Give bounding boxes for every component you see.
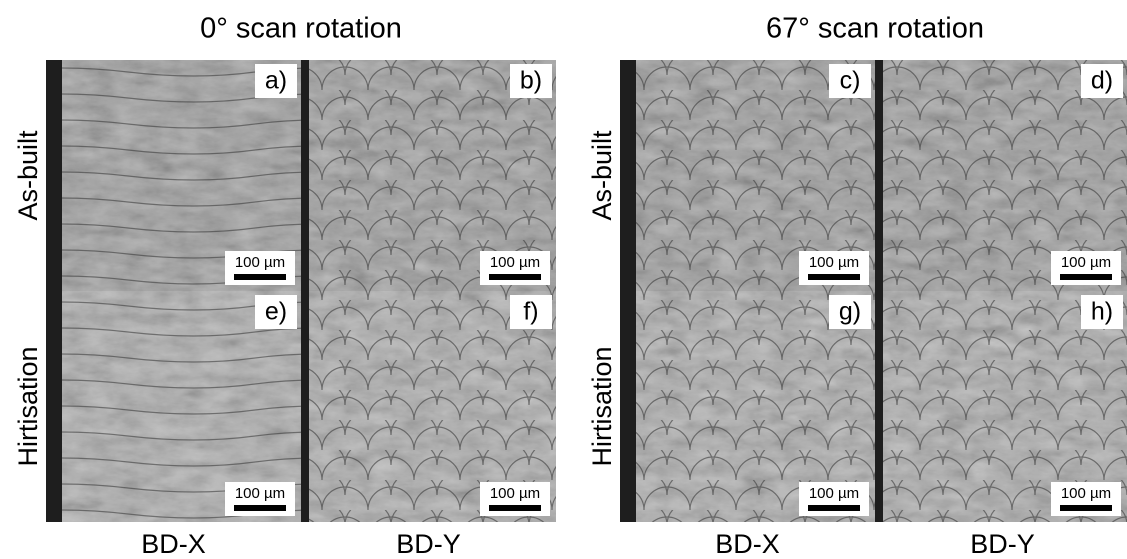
scale-bar (234, 274, 286, 280)
column-label: BD-X (141, 529, 206, 559)
panel-label: e) (265, 298, 287, 326)
column-label: BD-X (715, 529, 780, 559)
panel-label: b) (520, 67, 542, 95)
panel-label: c) (840, 67, 861, 95)
scale-bar-label: 100 µm (809, 485, 859, 502)
row-label: Hirtisation (587, 346, 617, 466)
panel-label: h) (1091, 298, 1113, 326)
row-label: Hirtisation (13, 346, 43, 466)
micrograph-panel: h) 100 µm (875, 291, 1127, 522)
mount-edge (620, 60, 636, 291)
scale-bar-label: 100 µm (235, 485, 285, 502)
scale-bar-label: 100 µm (490, 254, 540, 271)
scale-bar-label: 100 µm (490, 485, 540, 502)
scale-bar (808, 505, 860, 511)
row-label: As-built (587, 130, 617, 221)
micrograph-panel: f) 100 µm (301, 291, 556, 522)
mount-edge (875, 60, 883, 291)
micrograph-panel: a) 100 µm (46, 60, 301, 291)
scale-bar (489, 505, 541, 511)
panel-label: g) (839, 298, 861, 326)
scale-bar (1060, 505, 1112, 511)
panel-label: d) (1091, 67, 1113, 95)
micrograph-panel: g) 100 µm (620, 291, 875, 522)
mount-edge (46, 60, 62, 291)
scale-bar-label: 100 µm (1061, 254, 1111, 271)
mount-edge (46, 291, 62, 522)
mount-edge (301, 60, 309, 291)
group-title: 0° scan rotation (200, 13, 402, 45)
column-label: BD-Y (970, 529, 1035, 559)
micrograph-panel: e) 100 µm (46, 291, 301, 522)
group-title: 67° scan rotation (766, 13, 984, 45)
scale-bar-label: 100 µm (809, 254, 859, 271)
mount-edge (301, 291, 309, 522)
micrograph-panel: c) 100 µm (620, 60, 875, 291)
scale-bar-label: 100 µm (1061, 485, 1111, 502)
column-label: BD-Y (396, 529, 461, 559)
micrograph-panel: d) 100 µm (875, 60, 1127, 291)
micrograph-panel: b) 100 µm (301, 60, 556, 291)
scale-bar (489, 274, 541, 280)
figure: 0° scan rotation As-built Hirtisation BD-X B… (0, 0, 1127, 559)
scale-bar (808, 274, 860, 280)
row-label: As-built (13, 130, 43, 221)
mount-edge (875, 291, 883, 522)
scale-bar (1060, 274, 1112, 280)
mount-edge (620, 291, 636, 522)
scale-bar (234, 505, 286, 511)
panel-label: f) (523, 298, 538, 326)
panel-label: a) (265, 67, 287, 95)
scale-bar-label: 100 µm (235, 254, 285, 271)
